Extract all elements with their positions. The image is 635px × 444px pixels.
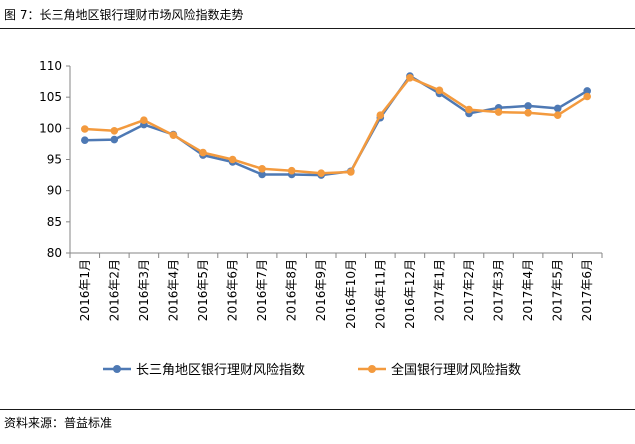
- data-point-series-2: [435, 86, 444, 95]
- x-tick-label: 2016年8月: [285, 259, 299, 321]
- x-tick-label: 2016年12月: [403, 259, 417, 329]
- data-point-series-2: [524, 109, 532, 117]
- series-line-1: [84, 74, 588, 177]
- x-tick-label: 2016年5月: [196, 259, 210, 321]
- x-tick-label: 2017年3月: [492, 259, 506, 321]
- x-tick-label: 2016年9月: [314, 259, 328, 321]
- data-point-series-2: [347, 168, 355, 176]
- y-tick-label: 100: [39, 121, 62, 135]
- data-point-series-2: [553, 111, 562, 119]
- data-point-series-2: [317, 169, 326, 177]
- data-point-series-2: [583, 92, 591, 101]
- x-tick-label: 2016年4月: [166, 259, 180, 321]
- legend-label-series-1: 长三角地区银行理财风险指数: [136, 363, 305, 378]
- x-tick-label: 2017年4月: [521, 259, 535, 321]
- data-point-series-1: [524, 102, 532, 110]
- data-point-series-1: [553, 104, 562, 113]
- y-tick-label: 105: [39, 90, 62, 104]
- series-line-2: [84, 76, 588, 175]
- axes: 80 85 90 95 100 105 110 2016年1月 2016年2月 2016年3月 20…: [39, 59, 603, 329]
- top-rule: [0, 28, 635, 29]
- x-tick-label: 2017年2月: [462, 259, 476, 321]
- x-tick-label: 2016年7月: [255, 259, 269, 321]
- data-point-series-1: [110, 135, 119, 144]
- series-layer: [81, 72, 591, 179]
- data-point-series-2: [465, 105, 473, 114]
- data-point-series-2: [140, 116, 148, 124]
- data-point-series-2: [494, 108, 503, 116]
- x-tick-label: 2017年1月: [432, 259, 446, 321]
- x-tick-label: 2016年2月: [107, 259, 121, 321]
- x-tick-label: 2016年11月: [373, 259, 387, 329]
- legend-label-series-2: 全国银行理财风险指数: [391, 362, 521, 378]
- data-point-series-2: [110, 127, 119, 135]
- data-point-series-2: [81, 125, 89, 133]
- x-tick-label: 2016年3月: [137, 259, 151, 321]
- data-point-series-1: [258, 170, 266, 179]
- data-point-series-2: [228, 155, 237, 164]
- y-tick-label: 95: [47, 153, 62, 167]
- y-tick-label: 90: [47, 184, 62, 198]
- figure-title: 图 7：长三角地区银行理财市场风险指数走势: [4, 8, 244, 22]
- x-tick-label: 2017年5月: [551, 259, 565, 321]
- data-point-series-2: [376, 111, 385, 119]
- x-tick-label: 2017年6月: [580, 259, 594, 321]
- data-point-series-1: [81, 136, 89, 144]
- data-point-series-2: [199, 148, 207, 157]
- x-tick-label: 2016年6月: [226, 259, 240, 321]
- data-point-series-2: [287, 166, 296, 175]
- x-tick-label: 2016年1月: [78, 259, 92, 321]
- data-point-series-2: [258, 165, 266, 173]
- data-point-series-1: [583, 87, 591, 95]
- y-tick-label: 110: [39, 59, 62, 73]
- legend: 长三角地区银行理财风险指数 全国银行理财风险指数: [103, 362, 521, 378]
- y-tick-label: 80: [47, 246, 62, 260]
- bottom-rule: [0, 409, 635, 410]
- line-chart: 80 85 90 95 100 105 110 2016年1月 2016年2月 2016年3月 20…: [39, 59, 603, 378]
- legend-marker-series-1: [113, 365, 121, 373]
- source-note: 资料来源：普益标准: [4, 416, 113, 430]
- data-point-series-2: [406, 74, 414, 82]
- x-tick-label: 2016年10月: [344, 259, 358, 329]
- y-tick-label: 85: [47, 215, 62, 229]
- legend-marker-series-2: [368, 365, 376, 373]
- data-point-series-2: [169, 131, 178, 139]
